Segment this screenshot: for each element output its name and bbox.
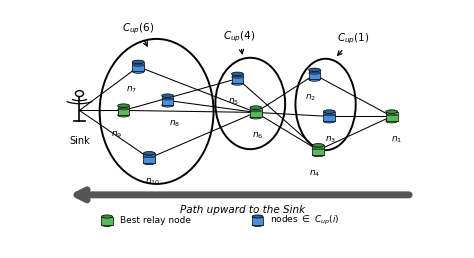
Ellipse shape	[312, 153, 324, 157]
Ellipse shape	[132, 60, 144, 64]
Ellipse shape	[323, 119, 335, 123]
Ellipse shape	[309, 68, 320, 72]
FancyBboxPatch shape	[386, 112, 398, 121]
FancyBboxPatch shape	[143, 153, 155, 163]
Ellipse shape	[312, 143, 324, 147]
Ellipse shape	[132, 64, 144, 66]
Ellipse shape	[386, 114, 398, 116]
Ellipse shape	[118, 104, 129, 108]
Ellipse shape	[162, 98, 173, 100]
FancyBboxPatch shape	[312, 146, 324, 155]
Ellipse shape	[162, 94, 173, 98]
Ellipse shape	[309, 78, 320, 81]
FancyBboxPatch shape	[132, 62, 144, 71]
FancyBboxPatch shape	[118, 106, 129, 115]
Ellipse shape	[312, 148, 324, 150]
Ellipse shape	[323, 114, 335, 116]
FancyBboxPatch shape	[231, 74, 243, 83]
FancyBboxPatch shape	[101, 216, 112, 225]
Text: $n_{10}$: $n_{10}$	[145, 177, 160, 188]
Text: $n_5$: $n_5$	[228, 96, 239, 107]
Ellipse shape	[250, 106, 262, 109]
Ellipse shape	[323, 110, 335, 114]
Ellipse shape	[252, 215, 263, 218]
Text: $n_2$: $n_2$	[305, 93, 317, 103]
Text: $n_3$: $n_3$	[326, 134, 337, 145]
FancyBboxPatch shape	[162, 96, 173, 105]
Ellipse shape	[143, 161, 155, 165]
Ellipse shape	[101, 223, 112, 227]
Ellipse shape	[386, 119, 398, 123]
Ellipse shape	[231, 82, 243, 85]
Ellipse shape	[231, 76, 243, 78]
Text: $n_1$: $n_1$	[391, 134, 401, 145]
FancyBboxPatch shape	[252, 216, 263, 225]
Ellipse shape	[309, 72, 320, 74]
Text: Best relay node: Best relay node	[120, 216, 191, 225]
Text: $C_{up}(6)$: $C_{up}(6)$	[122, 21, 155, 46]
Ellipse shape	[250, 115, 262, 119]
Ellipse shape	[231, 72, 243, 76]
Text: $n_7$: $n_7$	[126, 85, 137, 95]
Text: $n_4$: $n_4$	[309, 168, 320, 179]
Ellipse shape	[101, 215, 112, 218]
Ellipse shape	[386, 110, 398, 114]
Ellipse shape	[143, 156, 155, 158]
FancyBboxPatch shape	[250, 108, 262, 117]
Text: $n_6$: $n_6$	[252, 130, 264, 141]
Text: $C_{up}(1)$: $C_{up}(1)$	[337, 31, 369, 55]
FancyBboxPatch shape	[323, 112, 335, 121]
Ellipse shape	[118, 113, 129, 117]
FancyBboxPatch shape	[309, 70, 320, 79]
Text: nodes $\in$ $C_{up}$$(i)$: nodes $\in$ $C_{up}$$(i)$	[271, 214, 340, 227]
Ellipse shape	[132, 70, 144, 73]
Ellipse shape	[118, 108, 129, 110]
Text: $n_9$: $n_9$	[110, 129, 122, 140]
Ellipse shape	[250, 110, 262, 112]
Text: $C_{up}(4)$: $C_{up}(4)$	[223, 29, 255, 54]
Ellipse shape	[252, 223, 263, 227]
Text: Path upward to the Sink: Path upward to the Sink	[181, 205, 305, 215]
Ellipse shape	[143, 151, 155, 155]
Text: Sink: Sink	[69, 136, 90, 146]
Ellipse shape	[162, 103, 173, 107]
Text: $n_8$: $n_8$	[169, 118, 180, 129]
